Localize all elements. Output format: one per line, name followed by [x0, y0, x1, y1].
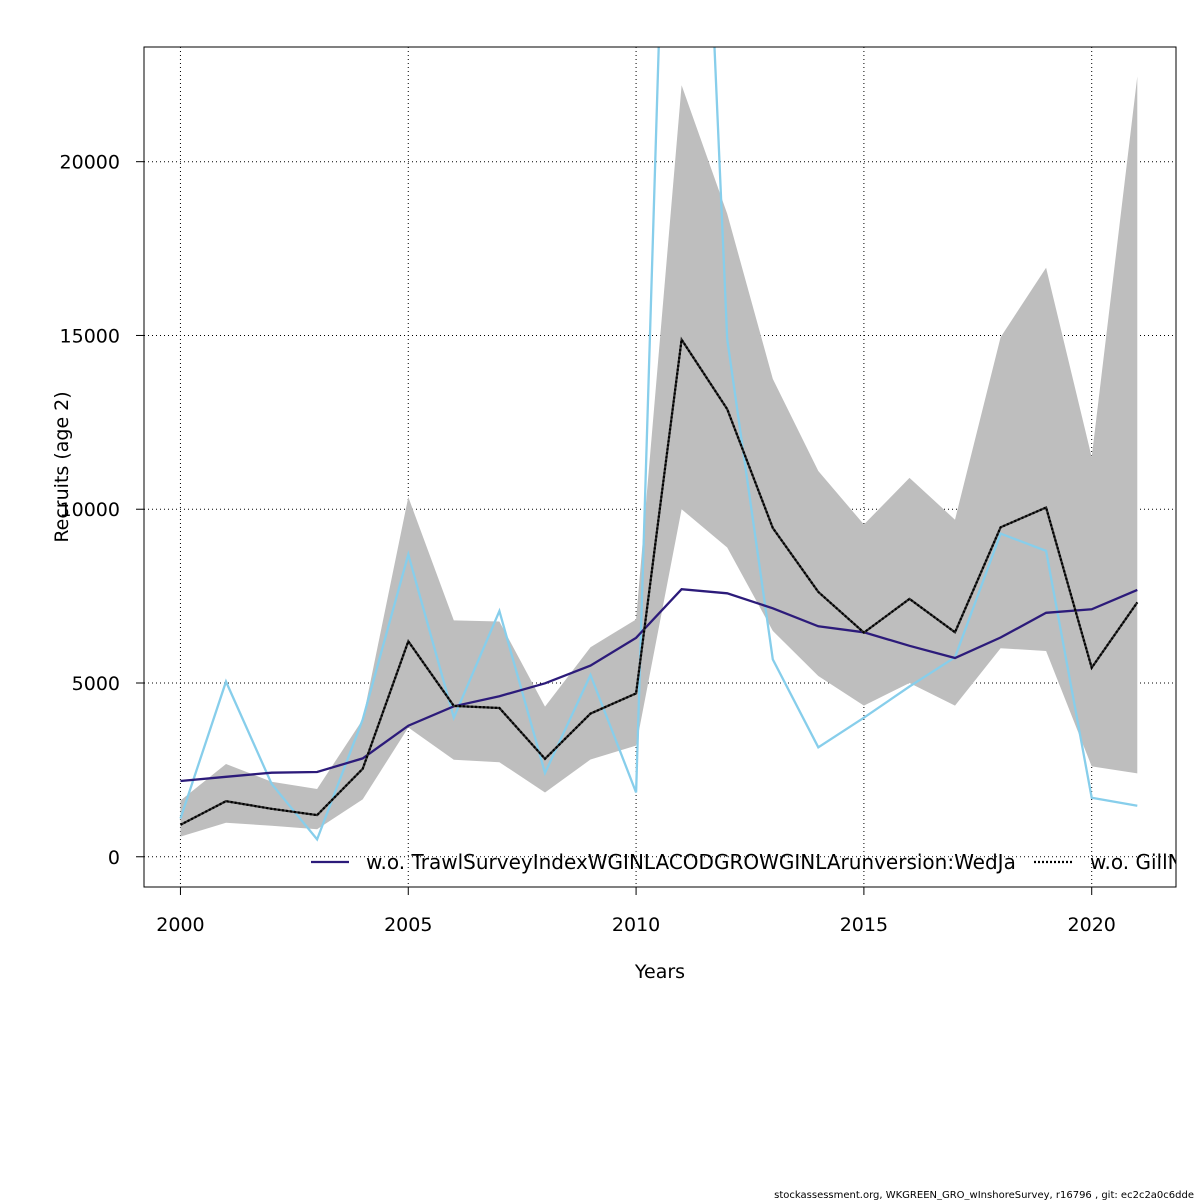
y-tick-label: 10000 — [60, 499, 120, 521]
x-axis-title: Years — [634, 961, 685, 983]
confidence-band — [180, 76, 1138, 837]
x-tick-label: 2010 — [612, 914, 660, 936]
footer-text: stockassessment.org, WKGREEN_GRO_wInshor… — [774, 1190, 1194, 1200]
y-axis: 0 5000 10000 15000 20000 — [60, 152, 145, 869]
x-tick-label: 2015 — [840, 914, 888, 936]
y-tick-label: 15000 — [60, 325, 120, 347]
x-tick-label: 2000 — [156, 914, 204, 936]
series-line-trawl — [180, 588, 1138, 783]
x-tick-label: 2020 — [1068, 914, 1116, 936]
series-line-gilln — [179, 336, 1139, 826]
y-axis-title: Recruits (age 2) — [51, 391, 73, 542]
x-tick-label: 2005 — [384, 914, 432, 936]
legend-label-gilln: w.o. GillN — [1090, 850, 1183, 874]
plot-area — [179, 47, 1139, 842]
y-tick-label: 20000 — [60, 152, 120, 174]
y-tick-label: 5000 — [72, 673, 120, 695]
x-axis: 2000 2005 2010 2015 2020 — [156, 886, 1116, 936]
legend: w.o. TrawlSurveyIndexWGINLACODGROWGINLAr… — [311, 850, 1183, 874]
y-tick-label: 0 — [108, 847, 120, 869]
legend-label-trawl: w.o. TrawlSurveyIndexWGINLACODGROWGINLAr… — [366, 850, 1016, 874]
series-lines — [179, 47, 1139, 842]
series-line-lightblue — [179, 47, 1138, 842]
